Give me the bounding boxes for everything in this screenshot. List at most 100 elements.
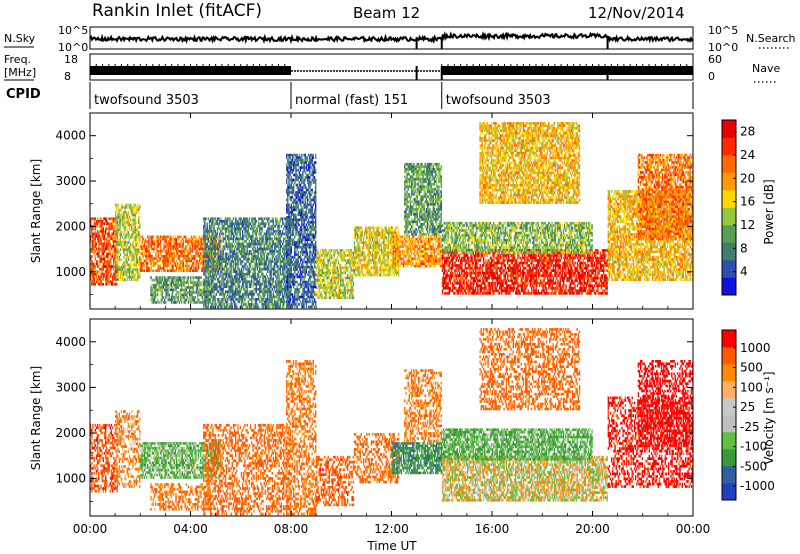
- nsky-label: N.Sky: [4, 32, 36, 45]
- echo-cell: [100, 240, 101, 243]
- echo-cell: [129, 254, 130, 257]
- echo-cell: [102, 258, 103, 261]
- echo-cell: [106, 245, 107, 248]
- echo-cell: [132, 234, 133, 237]
- echo-cell: [139, 259, 140, 262]
- echo-cell: [99, 250, 100, 253]
- echo-cell: [135, 219, 136, 222]
- echo-cell: [123, 211, 124, 214]
- echo-cell: [117, 206, 118, 209]
- echo-cell: [92, 268, 93, 271]
- echo-cell: [130, 264, 131, 267]
- echo-cell: [106, 283, 107, 286]
- freq-band: [442, 66, 693, 75]
- echo-cell: [108, 238, 109, 241]
- echo-cell: [104, 233, 105, 236]
- echo-cell: [139, 261, 140, 264]
- echo-cell: [117, 209, 118, 212]
- echo-cell: [141, 240, 142, 243]
- echo-cell: [156, 245, 157, 248]
- echo-cell: [121, 214, 122, 217]
- freq-tick-bottom: 8: [64, 70, 71, 83]
- echo-cell: [121, 244, 122, 247]
- echo-cell: [127, 229, 128, 232]
- echo-cell: [104, 275, 105, 278]
- echo-cell: [92, 217, 93, 220]
- echo-cell: [137, 226, 138, 229]
- echo-cell: [132, 236, 133, 239]
- echo-cell: [132, 216, 133, 219]
- cpid-strip: CPID twofsound 3503 normal (fast) 151 twof…: [6, 82, 693, 109]
- echo-cell: [99, 283, 100, 286]
- echo-cell: [121, 234, 122, 237]
- echo-cell: [104, 230, 105, 233]
- echo-cell: [139, 204, 140, 207]
- echo-cell: [121, 204, 122, 207]
- echo-cell: [117, 204, 118, 207]
- echo-cell: [124, 268, 125, 271]
- echo-cell: [117, 211, 118, 214]
- echo-cell: [156, 243, 157, 246]
- echo-cell: [156, 260, 157, 263]
- echo-cell: [106, 278, 107, 281]
- echo-cell: [149, 252, 150, 255]
- echo-cell: [121, 221, 122, 224]
- echo-cell: [115, 278, 116, 281]
- nsearch-label: N.Search: [746, 32, 796, 45]
- echo-cell: [156, 262, 157, 265]
- echo-cell: [145, 250, 146, 253]
- echo-cell: [139, 206, 140, 209]
- echo-cell: [117, 239, 118, 242]
- echo-cell: [104, 255, 105, 258]
- echo-cell: [121, 211, 122, 214]
- echo-cell: [147, 257, 148, 260]
- echo-cell: [131, 236, 132, 239]
- echo-cell: [97, 240, 98, 243]
- echo-cell: [123, 264, 124, 267]
- echo-cell: [96, 275, 97, 278]
- echo-cell: [99, 222, 100, 225]
- echo-cell: [129, 249, 130, 252]
- echo-cell: [156, 250, 157, 253]
- echo-cell: [99, 263, 100, 266]
- echo-cell: [139, 264, 140, 267]
- echo-cell: [144, 243, 145, 246]
- echo-cell: [135, 273, 136, 276]
- echo-cell: [149, 243, 150, 246]
- nsky-trace: [90, 34, 693, 49]
- echo-cell: [149, 269, 150, 272]
- echo-cell: [132, 244, 133, 247]
- echo-cell: [97, 273, 98, 276]
- echo-cell: [123, 214, 124, 217]
- echo-cell: [111, 283, 112, 286]
- echo-cell: [97, 263, 98, 266]
- echo-cell: [152, 238, 153, 241]
- echo-cell: [102, 225, 103, 228]
- echo-cell: [96, 243, 97, 246]
- echo-cell: [116, 256, 117, 259]
- echo-cell: [131, 206, 132, 209]
- echo-cell: [129, 276, 130, 279]
- echo-cell: [102, 245, 103, 248]
- echo-cell: [145, 262, 146, 265]
- echo-cell: [145, 238, 146, 241]
- echo-cell: [131, 226, 132, 229]
- echo-cell: [146, 260, 147, 263]
- echo-cell: [102, 268, 103, 271]
- echo-cell: [95, 222, 96, 225]
- echo-cell: [111, 217, 112, 220]
- echo-cell: [92, 263, 93, 266]
- echo-cell: [137, 276, 138, 279]
- echo-cell: [138, 249, 139, 252]
- echo-cell: [135, 278, 136, 281]
- echo-cell: [121, 209, 122, 212]
- echo-cell: [129, 226, 130, 229]
- echo-cell: [113, 243, 114, 246]
- echo-cell: [153, 260, 154, 263]
- echo-cell: [107, 273, 108, 276]
- echo-cell: [125, 226, 126, 229]
- echo-cell: [131, 209, 132, 212]
- echo-cell: [143, 265, 144, 268]
- echo-cell: [127, 254, 128, 257]
